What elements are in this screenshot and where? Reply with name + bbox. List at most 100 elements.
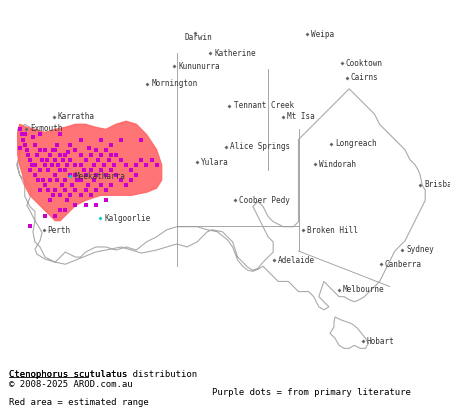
Point: [62, 187, 69, 193]
Point: [90, 177, 97, 183]
Point: [67, 141, 74, 148]
Point: [117, 136, 125, 143]
Point: [77, 136, 84, 143]
Point: [62, 166, 69, 173]
Point: [108, 182, 115, 188]
Point: [36, 166, 44, 173]
Polygon shape: [18, 121, 162, 221]
Point: [74, 177, 81, 183]
Point: [87, 192, 94, 199]
Point: [52, 187, 59, 193]
Point: [64, 197, 71, 204]
Point: [112, 151, 120, 158]
Point: [50, 146, 57, 153]
Text: Coober Pedy: Coober Pedy: [239, 196, 290, 205]
Point: [87, 151, 94, 158]
Text: Mt Isa: Mt Isa: [287, 112, 315, 121]
Point: [32, 141, 39, 148]
Point: [52, 146, 59, 153]
Point: [92, 146, 99, 153]
Point: [21, 141, 28, 148]
Point: [117, 177, 125, 183]
Text: Exmouth: Exmouth: [30, 124, 63, 133]
Point: [46, 177, 54, 183]
Point: [62, 177, 69, 183]
Point: [54, 177, 61, 183]
Point: [97, 136, 104, 143]
Point: [97, 182, 104, 188]
Text: Meekatharra: Meekatharra: [74, 171, 126, 181]
Point: [29, 134, 36, 141]
Point: [21, 131, 28, 138]
Point: [26, 156, 33, 163]
Point: [143, 161, 150, 168]
Text: Weipa: Weipa: [311, 30, 334, 39]
Text: Mornington: Mornington: [152, 79, 198, 88]
Point: [148, 156, 155, 163]
Point: [82, 187, 89, 193]
Point: [77, 161, 84, 168]
Point: [105, 156, 112, 163]
Point: [57, 166, 64, 173]
Point: [82, 156, 89, 163]
Point: [82, 202, 89, 209]
Point: [44, 156, 51, 163]
Point: [57, 151, 64, 158]
Point: [117, 156, 125, 163]
Point: [122, 161, 130, 168]
Text: Darwin: Darwin: [184, 33, 212, 42]
Point: [19, 136, 27, 143]
Point: [133, 161, 140, 168]
Point: [41, 212, 49, 219]
Point: [49, 161, 56, 168]
Point: [128, 177, 135, 183]
Point: [16, 144, 23, 151]
Point: [45, 187, 52, 193]
Point: [26, 166, 33, 173]
Point: [62, 151, 69, 158]
Point: [67, 172, 74, 178]
Point: [92, 202, 99, 209]
Text: Alice Springs: Alice Springs: [230, 142, 291, 151]
Point: [38, 156, 45, 163]
Point: [90, 161, 97, 168]
Point: [26, 222, 33, 229]
Text: Adelaide: Adelaide: [278, 256, 315, 265]
Text: Melbourne: Melbourne: [343, 285, 384, 294]
Point: [102, 187, 109, 193]
Point: [54, 161, 62, 168]
Point: [64, 161, 71, 168]
Text: Yulara: Yulara: [201, 158, 229, 167]
Point: [41, 146, 49, 153]
Point: [45, 166, 52, 173]
Point: [67, 156, 74, 163]
Point: [128, 166, 135, 173]
Point: [18, 131, 25, 138]
Point: [138, 136, 145, 143]
Point: [77, 151, 84, 158]
Text: Perth: Perth: [48, 226, 71, 235]
Point: [34, 177, 41, 183]
Point: [138, 156, 145, 163]
Point: [122, 182, 130, 188]
Point: [36, 131, 44, 138]
Point: [65, 148, 72, 155]
Point: [102, 172, 109, 178]
Text: Sydney: Sydney: [406, 245, 434, 254]
Point: [46, 197, 54, 204]
Point: [108, 166, 115, 173]
Point: [57, 192, 64, 199]
Point: [84, 182, 91, 188]
Text: Brisbane: Brisbane: [424, 181, 450, 189]
Text: Red area = estimated range: Red area = estimated range: [9, 398, 149, 407]
Point: [108, 151, 115, 158]
Point: [23, 146, 31, 153]
Point: [85, 144, 92, 151]
Point: [100, 161, 108, 168]
Point: [97, 151, 104, 158]
Point: [102, 146, 109, 153]
Point: [62, 207, 69, 214]
Point: [87, 166, 94, 173]
Point: [40, 177, 47, 183]
Point: [67, 192, 74, 199]
